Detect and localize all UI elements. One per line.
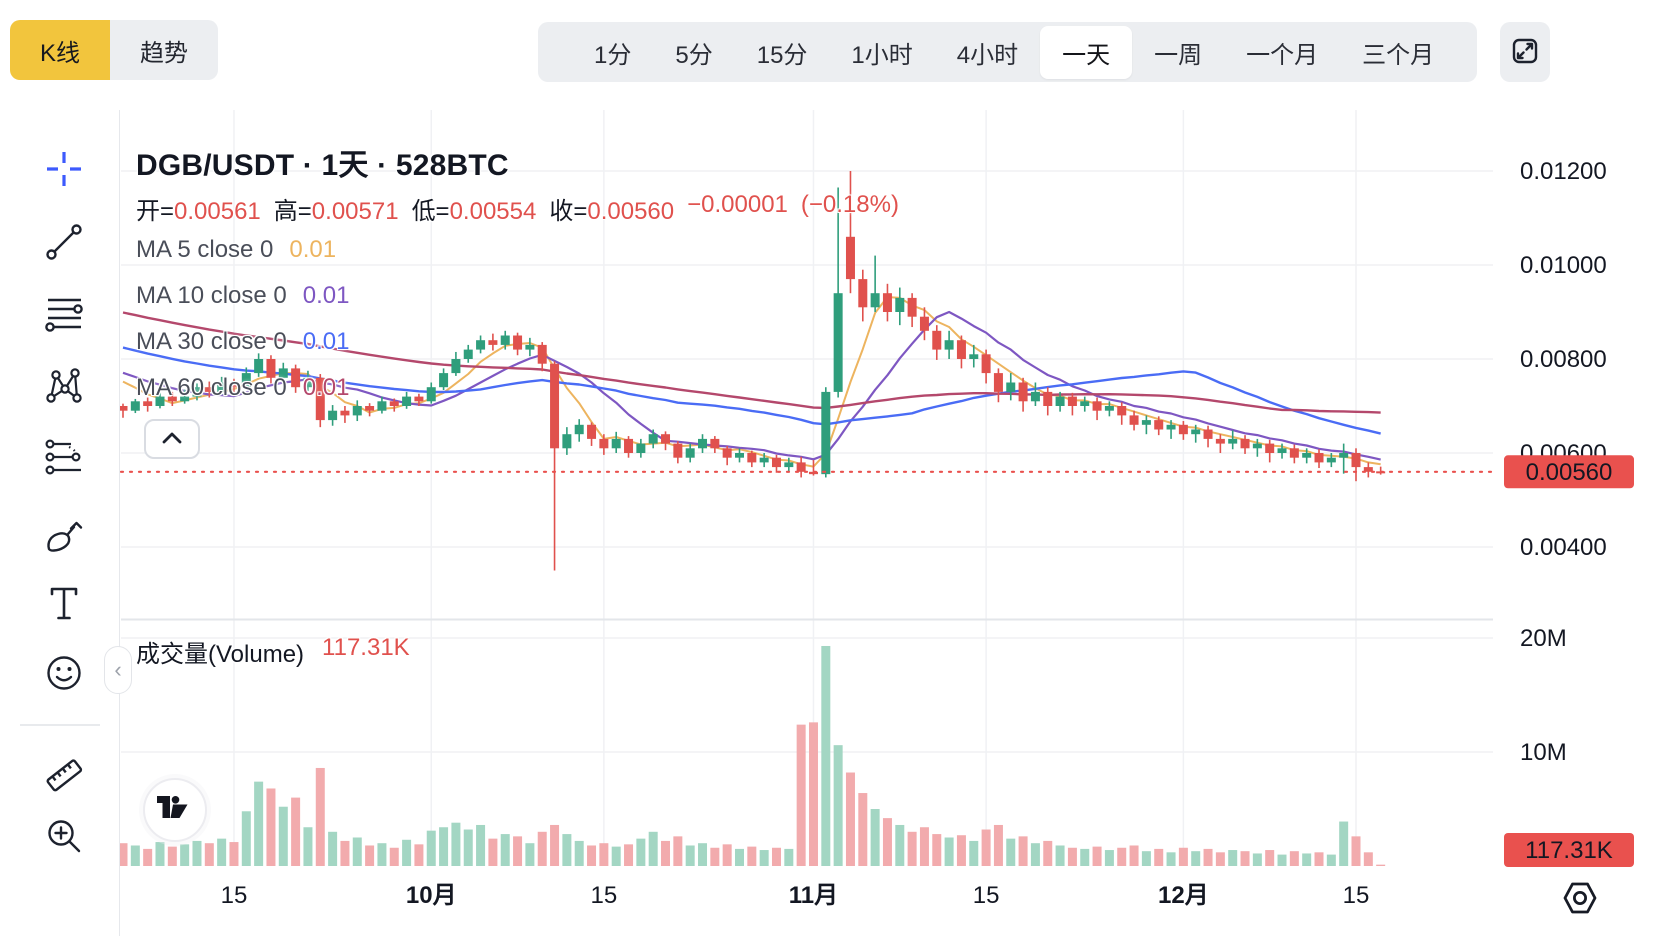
ma60-legend-row: MA 60 close 0 0.01 bbox=[136, 374, 350, 401]
drawing-tools-sidebar bbox=[0, 110, 120, 936]
current-volume-tag: 117.31K bbox=[1504, 833, 1634, 867]
svg-text:0.00560: 0.00560 bbox=[1526, 459, 1613, 486]
sidebar-divider bbox=[20, 724, 100, 726]
emoji-icon bbox=[44, 652, 84, 695]
sidebar-collapse-handle[interactable]: ‹ bbox=[104, 646, 132, 694]
expand-icon bbox=[1510, 36, 1540, 69]
tradingview-logo[interactable] bbox=[143, 778, 207, 842]
ruler-icon bbox=[42, 753, 86, 800]
svg-text:117.31K: 117.31K bbox=[1525, 837, 1613, 864]
brush-tool-button[interactable] bbox=[40, 512, 88, 560]
symbol-title: DGB/USDT · 1天 · 528BTC bbox=[136, 149, 509, 182]
svg-text:0.00400: 0.00400 bbox=[1520, 534, 1607, 561]
timeframe-4h[interactable]: 4小时 bbox=[935, 26, 1040, 79]
brush-icon bbox=[44, 515, 84, 558]
xabcd-pattern-tool-button[interactable] bbox=[40, 363, 88, 411]
fullscreen-button[interactable] bbox=[1500, 22, 1550, 82]
fib-retracement-icon bbox=[44, 293, 84, 336]
chart-type-toggle: K线 趋势 bbox=[10, 20, 219, 80]
ohlc-open: 开=0.00561 bbox=[136, 198, 261, 225]
volume-bars bbox=[118, 645, 1386, 866]
trend-line-tool-button[interactable] bbox=[40, 219, 88, 267]
timeframe-1mo[interactable]: 一个月 bbox=[1224, 26, 1340, 79]
ohlc-high: 高=0.00571 bbox=[273, 198, 399, 225]
ohlc-change-pct: (−0.18%) bbox=[800, 191, 899, 218]
svg-text:0.01200: 0.01200 bbox=[1520, 158, 1607, 185]
tradingview-logo-icon bbox=[157, 796, 193, 824]
ma-60-line bbox=[122, 311, 1381, 414]
current-price-tag: 0.00560 bbox=[1504, 455, 1634, 489]
xabcd-pattern-icon bbox=[44, 366, 84, 409]
ohlc-legend: 开=0.00561 高=0.00571 低=0.00554 收=0.00560 … bbox=[136, 191, 899, 226]
trend-line-icon bbox=[44, 222, 84, 265]
svg-text:10M: 10M bbox=[1520, 739, 1567, 766]
gear-icon bbox=[1560, 882, 1600, 921]
crosshair-icon bbox=[44, 149, 84, 192]
text-icon bbox=[44, 583, 84, 626]
forecast-tool-button[interactable] bbox=[40, 434, 88, 482]
legend-collapse-button[interactable] bbox=[144, 419, 200, 459]
forecast-icon bbox=[44, 437, 84, 480]
ruler-tool-button[interactable] bbox=[40, 752, 88, 800]
svg-text:11月: 11月 bbox=[789, 882, 838, 909]
timeframe-3mo[interactable]: 三个月 bbox=[1340, 26, 1456, 79]
ma-10-line bbox=[122, 310, 1381, 461]
svg-text:0.01000: 0.01000 bbox=[1520, 252, 1607, 279]
emoji-tool-button[interactable] bbox=[40, 649, 88, 697]
svg-text:10月: 10月 bbox=[406, 882, 457, 909]
kline-mode-button[interactable]: K线 bbox=[10, 20, 111, 80]
trend-mode-button[interactable]: 趋势 bbox=[110, 20, 219, 80]
chevron-up-icon bbox=[161, 431, 183, 448]
svg-text:15: 15 bbox=[221, 882, 248, 909]
timeframe-1h[interactable]: 1小时 bbox=[829, 26, 934, 79]
svg-text:15: 15 bbox=[973, 882, 1000, 909]
svg-text:12月: 12月 bbox=[1158, 882, 1209, 909]
ohlc-close: 收=0.00560 bbox=[549, 198, 675, 225]
ma-30-line bbox=[122, 346, 1381, 435]
settings-gear-button[interactable] bbox=[1560, 878, 1600, 918]
svg-text:15: 15 bbox=[591, 882, 618, 909]
fib-retracement-tool-button[interactable] bbox=[40, 290, 88, 338]
ma5-legend-row: MA 5 close 0 0.01 bbox=[136, 236, 337, 263]
zoom-in-tool-button[interactable] bbox=[40, 813, 88, 861]
ma10-legend-row: MA 10 close 0 0.01 bbox=[136, 282, 350, 309]
candles bbox=[118, 171, 1386, 571]
svg-text:20M: 20M bbox=[1520, 625, 1567, 652]
svg-text:0.00800: 0.00800 bbox=[1520, 346, 1607, 373]
x-axis-labels: 15 10月 15 11月 15 12月 15 bbox=[221, 882, 1370, 909]
price-axis-labels: 0.012000.010000.008000.006000.0040020M10… bbox=[1520, 158, 1607, 766]
timeframe-selector: 1分 5分 15分 1小时 4小时 一天 一周 一个月 三个月 bbox=[538, 22, 1477, 82]
timeframe-15m[interactable]: 15分 bbox=[735, 26, 830, 79]
timeframe-5m[interactable]: 5分 bbox=[653, 26, 734, 79]
ohlc-change: −0.00001 bbox=[687, 191, 788, 218]
timeframe-1m[interactable]: 1分 bbox=[572, 26, 653, 79]
volume-value: 117.31K bbox=[322, 634, 410, 661]
timeframe-1w[interactable]: 一周 bbox=[1132, 26, 1224, 79]
zoom-in-icon bbox=[44, 816, 84, 859]
ma30-legend-row: MA 30 close 0 0.01 bbox=[136, 328, 350, 355]
ohlc-low: 低=0.00554 bbox=[411, 198, 537, 225]
svg-text:15: 15 bbox=[1343, 882, 1370, 909]
crosshair-tool-button[interactable] bbox=[40, 146, 88, 194]
volume-legend: 成交量(Volume) 117.31K bbox=[136, 634, 410, 668]
timeframe-1d[interactable]: 一天 bbox=[1040, 25, 1133, 79]
text-tool-button[interactable] bbox=[40, 580, 88, 628]
